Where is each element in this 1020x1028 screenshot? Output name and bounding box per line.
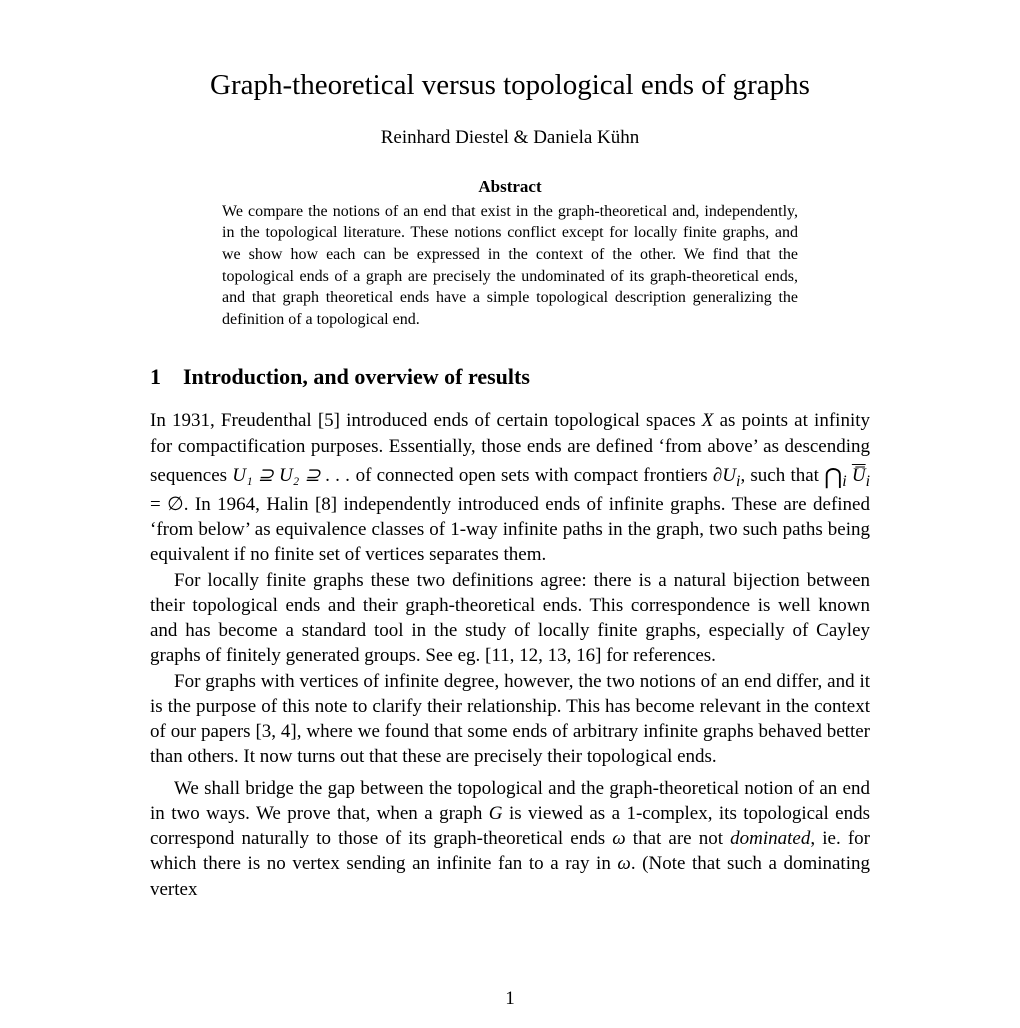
math-inter-sub2: i <box>866 473 870 490</box>
abstract-body: We compare the notions of an end that ex… <box>222 201 798 331</box>
section-heading: 1 Introduction, and overview of results <box>150 364 870 390</box>
paper-title: Graph-theoretical versus topological end… <box>150 68 870 103</box>
math-omega-1: ω <box>612 828 625 849</box>
abstract-heading: Abstract <box>150 177 870 197</box>
paragraph-4: We shall bridge the gap between the topo… <box>150 776 870 902</box>
math-dU-a: ∂U <box>713 465 736 486</box>
math-U-seq: U₁ ⊇ U₂ ⊇ . . . <box>232 465 350 486</box>
math-inter-eq: = ∅ <box>150 494 184 515</box>
math-dU: ∂Ui <box>713 465 741 486</box>
paragraph-2: For locally finite graphs these two defi… <box>150 568 870 669</box>
p1-text-a: In 1931, Freudenthal [5] introduced ends… <box>150 410 702 431</box>
math-X: X <box>702 410 714 431</box>
page-number: 1 <box>0 988 1020 1010</box>
p4-text-dominated: dominated <box>730 828 810 849</box>
math-omega-2: ω <box>617 853 630 874</box>
p1-text-e: . In 1964, Halin [8] independently intro… <box>150 494 870 566</box>
math-inter-U: U̅ <box>852 465 866 486</box>
math-inter-op: ⋂ <box>824 464 842 489</box>
paragraph-3: For graphs with vertices of infinite deg… <box>150 669 870 770</box>
math-inter-sub1: i <box>842 473 846 490</box>
paper-authors: Reinhard Diestel & Daniela Kühn <box>150 127 870 149</box>
paper-page: Graph-theoretical versus topological end… <box>0 0 1020 1028</box>
section-title: Introduction, and overview of results <box>183 364 530 389</box>
p4-text-c: that are not <box>626 828 730 849</box>
p1-text-d: , such that <box>740 465 824 486</box>
p1-text-c: of connected open sets with compact fron… <box>350 465 713 486</box>
section-number: 1 <box>150 364 161 389</box>
math-G: G <box>489 803 503 824</box>
paragraph-1: In 1931, Freudenthal [5] introduced ends… <box>150 408 870 567</box>
